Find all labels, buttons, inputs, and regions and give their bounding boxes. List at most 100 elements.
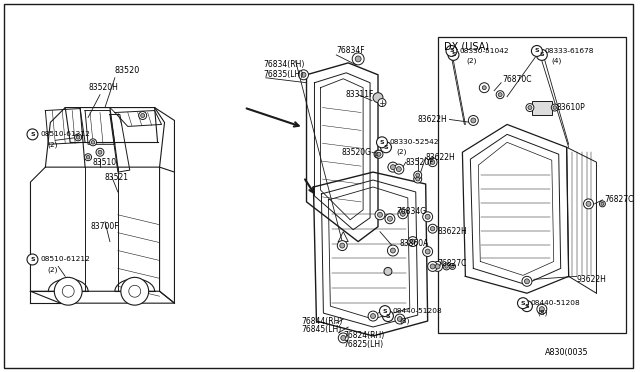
Circle shape [518,298,529,309]
Text: 76834(RH): 76834(RH) [264,60,305,69]
Text: 83622H: 83622H [418,115,447,124]
Circle shape [390,165,396,170]
Text: S: S [534,48,539,54]
Circle shape [408,237,418,247]
Text: (2): (2) [397,149,408,155]
Circle shape [355,56,361,62]
Circle shape [410,239,415,244]
Circle shape [416,173,420,177]
Circle shape [380,306,390,317]
Text: S: S [386,314,390,318]
Text: 08333-61678: 08333-61678 [545,48,595,54]
Circle shape [483,86,486,90]
Circle shape [531,45,542,57]
Text: (2): (2) [467,58,477,64]
Text: 08510-61212: 08510-61212 [40,256,90,263]
Circle shape [384,267,392,275]
Circle shape [139,112,147,119]
Circle shape [96,148,104,156]
Circle shape [27,254,38,265]
Circle shape [428,158,437,167]
Circle shape [383,311,394,321]
Text: 76827C: 76827C [438,259,467,268]
Circle shape [388,162,398,172]
Circle shape [378,212,383,217]
Circle shape [413,171,422,179]
Circle shape [299,70,308,80]
Text: S: S [380,140,384,145]
Text: 93622H: 93622H [577,275,607,284]
Text: S: S [30,257,35,262]
Circle shape [396,167,401,171]
Circle shape [54,278,82,305]
Text: DX (USA): DX (USA) [444,42,488,52]
Circle shape [537,304,547,314]
Circle shape [378,99,386,106]
Circle shape [375,150,383,158]
Circle shape [339,333,348,343]
Circle shape [98,150,102,154]
Circle shape [528,106,532,109]
Circle shape [540,307,545,312]
Circle shape [468,115,478,125]
Circle shape [376,137,387,148]
Circle shape [337,241,348,250]
Circle shape [584,199,593,209]
Circle shape [435,264,440,269]
Circle shape [387,216,392,221]
Circle shape [451,265,454,268]
Circle shape [390,248,396,253]
Circle shape [526,103,534,112]
Text: 76844(RH): 76844(RH) [301,317,343,326]
Circle shape [387,245,398,256]
Circle shape [75,134,82,141]
Text: 08330-51042: 08330-51042 [460,48,509,54]
Circle shape [430,264,435,269]
Circle shape [394,164,404,174]
Circle shape [601,202,604,205]
Circle shape [397,317,403,321]
Circle shape [398,209,408,219]
Circle shape [428,224,437,233]
Circle shape [352,53,364,65]
Circle shape [522,301,532,312]
Circle shape [433,262,442,272]
Circle shape [121,278,148,305]
Circle shape [368,311,378,321]
Text: 08330-52542: 08330-52542 [390,139,440,145]
Text: S: S [449,48,454,54]
Text: 83700F: 83700F [90,222,118,231]
Circle shape [385,214,395,224]
Text: S: S [383,309,387,314]
Circle shape [377,152,381,156]
Text: 76835(LH): 76835(LH) [264,70,304,79]
Circle shape [431,227,435,231]
Text: 83520F: 83520F [406,158,435,167]
Text: 83622H: 83622H [438,227,467,236]
Circle shape [425,249,430,254]
Circle shape [446,45,457,57]
Text: 76827C: 76827C [604,195,634,204]
Text: 76870C: 76870C [502,75,532,84]
Circle shape [600,201,605,207]
Text: A830(0035: A830(0035 [545,348,588,357]
Circle shape [76,135,80,139]
Text: 08510-61212: 08510-61212 [40,131,90,137]
Circle shape [27,129,38,140]
Circle shape [422,247,433,257]
Text: 83311F: 83311F [345,90,374,99]
Text: 76845(LH): 76845(LH) [301,326,342,334]
Text: 83520H: 83520H [88,83,118,92]
Text: 83520G: 83520G [341,148,371,157]
FancyBboxPatch shape [438,37,627,333]
Circle shape [86,155,90,159]
Text: (8): (8) [400,318,410,324]
Text: (8): (8) [538,310,548,316]
Text: (2): (2) [47,141,58,148]
Circle shape [496,91,504,99]
Circle shape [340,243,345,248]
Text: 76825(LH): 76825(LH) [343,340,383,349]
Circle shape [422,212,433,222]
Circle shape [551,104,558,111]
Text: S: S [451,52,456,57]
